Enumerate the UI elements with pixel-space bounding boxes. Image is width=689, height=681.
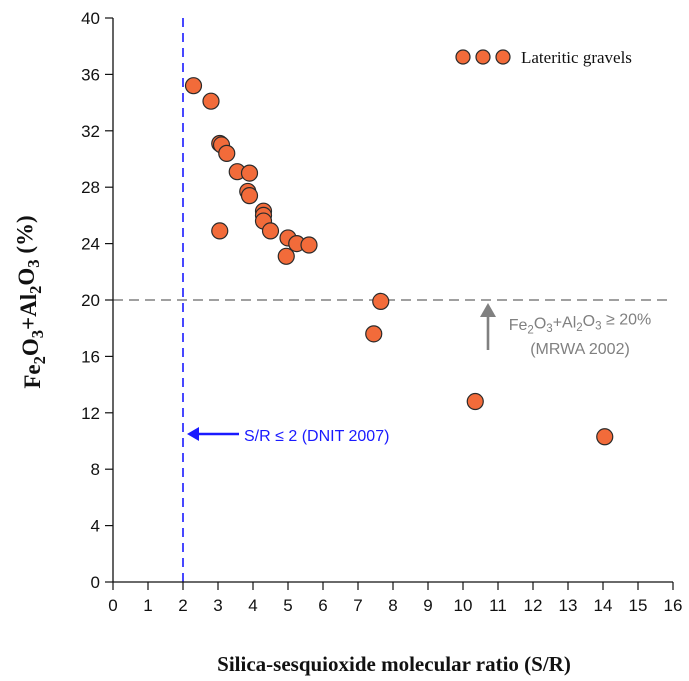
x-tick-label: 5 <box>283 596 292 615</box>
x-tick-label: 0 <box>108 596 117 615</box>
text-part: 3 <box>546 323 552 335</box>
y-tick-label: 8 <box>91 460 100 479</box>
y-axis-title: Fe2O3+Al2O3 (%) <box>12 215 49 388</box>
data-point <box>365 325 383 343</box>
x-tick-label: 11 <box>489 596 507 615</box>
text-part: 3 <box>595 320 601 332</box>
x-tick-label: 3 <box>213 596 222 615</box>
y-tick-label: 32 <box>81 122 100 141</box>
mrwa-annotation-source: (MRWA 2002) <box>530 341 630 358</box>
data-point <box>240 164 259 182</box>
x-tick-label: 6 <box>318 596 327 615</box>
data-point <box>211 222 229 240</box>
text-part: O <box>14 268 39 286</box>
data-point <box>466 392 484 411</box>
x-tick-label: 10 <box>454 596 473 615</box>
y-tick-label: 12 <box>81 404 100 423</box>
data-point <box>218 144 236 162</box>
text-part: 3 <box>28 330 47 338</box>
x-tick-label: 2 <box>178 596 187 615</box>
text-part: Fe <box>20 364 45 388</box>
text-part: ≥ 20% <box>602 312 652 329</box>
y-tick-label: 40 <box>81 9 100 28</box>
dnit-annotation-label: S/R ≤ 2 (DNIT 2007) <box>244 428 389 445</box>
x-axis-title: Silica-sesquioxide molecular ratio (S/R) <box>217 652 571 676</box>
y-tick-label: 0 <box>91 573 100 592</box>
text-part: 2 <box>30 356 49 364</box>
y-tick-label: 4 <box>91 517 100 536</box>
text-part: 2 <box>26 286 45 294</box>
y-tick-label: 28 <box>81 178 100 197</box>
data-point <box>372 292 390 311</box>
data-point <box>277 247 295 265</box>
y-tick-label: 20 <box>81 291 100 310</box>
x-tick-label: 4 <box>248 596 257 615</box>
legend: Lateritic gravels <box>455 48 632 67</box>
legend-marker <box>495 49 511 65</box>
text-part: Fe <box>509 317 528 334</box>
x-tick-label: 16 <box>664 596 683 615</box>
text-part: O <box>583 313 595 330</box>
dnit-arrowhead <box>187 427 199 441</box>
text-part: 2 <box>576 322 582 334</box>
mrwa-arrowhead <box>480 303 496 317</box>
data-point <box>261 222 280 240</box>
text-part: O <box>18 338 43 356</box>
x-tick-label: 7 <box>353 596 362 615</box>
data-point <box>300 236 318 254</box>
data-point <box>596 428 614 446</box>
y-tick-label: 36 <box>81 65 100 84</box>
text-part: +Al <box>16 294 41 330</box>
data-point <box>240 187 259 205</box>
y-tick-label: 24 <box>81 235 100 254</box>
data-point <box>202 92 220 110</box>
mrwa-annotation-formula: Fe2O3+Al2O3 ≥ 20% <box>509 312 651 337</box>
y-tick-label: 16 <box>81 347 100 366</box>
legend-marker <box>475 49 491 65</box>
text-part: 2 <box>527 324 533 336</box>
x-tick-label: 14 <box>594 596 613 615</box>
x-axis-ticks: 0 1 2 3 4 5 6 7 8 9 10 11 12 13 14 15 16 <box>108 582 682 615</box>
text-part: +Al <box>553 314 577 331</box>
x-tick-label: 13 <box>559 596 578 615</box>
data-points <box>184 77 614 446</box>
text-part: O <box>534 316 546 333</box>
x-tick-label: 8 <box>388 596 397 615</box>
reference-lines <box>113 18 673 582</box>
x-tick-label: 1 <box>143 596 152 615</box>
x-tick-label: 15 <box>629 596 648 615</box>
text-part: 3 <box>24 259 43 267</box>
data-point <box>184 77 203 95</box>
legend-label: Lateritic gravels <box>521 48 632 67</box>
x-tick-label: 9 <box>423 596 432 615</box>
legend-marker <box>455 49 471 65</box>
annotations: S/R ≤ 2 (DNIT 2007) (MRWA 2002) Fe2O3+Al… <box>187 303 651 445</box>
x-tick-label: 12 <box>524 596 543 615</box>
text-part: (%) <box>12 215 37 259</box>
y-axis-ticks: 0 4 8 12 16 20 24 28 32 36 40 <box>81 9 113 592</box>
